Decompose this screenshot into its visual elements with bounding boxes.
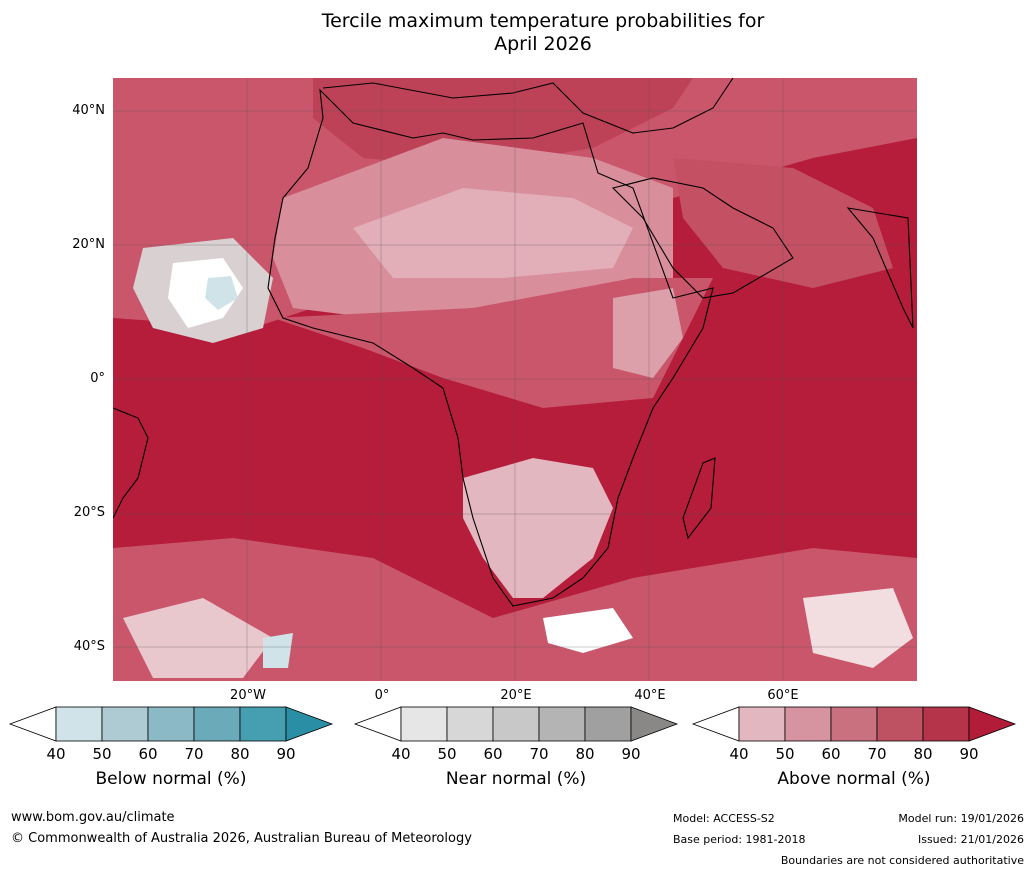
legend-near-normal: 40 50 60 70 80 90 Near normal (%) bbox=[353, 705, 679, 795]
southern-ocean-patch-1 bbox=[123, 598, 273, 678]
arabia-coastline bbox=[611, 177, 794, 299]
footer-model: Model: ACCESS-S2 bbox=[673, 812, 775, 825]
lat-label-40n: 40°N bbox=[72, 103, 105, 118]
horn-africa-zone bbox=[613, 288, 683, 378]
legend-above-caption: Above normal (%) bbox=[777, 769, 931, 789]
lon-label-60e: 60°E bbox=[767, 688, 799, 703]
west-africa-white-patch bbox=[168, 258, 243, 328]
south-america-coastline bbox=[113, 407, 149, 519]
graticule bbox=[113, 78, 917, 681]
colorbar-extend-high bbox=[968, 706, 1017, 742]
legend-above-normal: 40 50 60 70 80 90 Above normal (%) bbox=[691, 705, 1017, 795]
title-line-1: Tercile maximum temperature probabilitie… bbox=[321, 10, 765, 32]
central-africa-zone bbox=[273, 278, 713, 408]
probability-map bbox=[113, 78, 917, 681]
colorbar-extend-low bbox=[353, 706, 402, 742]
southern-ocean-patch-3 bbox=[803, 588, 913, 668]
colorbar-block bbox=[193, 706, 241, 742]
footer-website[interactable]: www.bom.gov.au/climate bbox=[11, 810, 175, 825]
colorbar-block bbox=[147, 706, 195, 742]
colorbar-block bbox=[400, 706, 448, 742]
chart-title: Tercile maximum temperature probabilitie… bbox=[0, 10, 1035, 56]
colorbar-above: 40 50 60 70 80 90 bbox=[691, 706, 1017, 763]
colorbar-tick-label: 50 bbox=[775, 745, 794, 763]
footer-base-period: Base period: 1981-2018 bbox=[673, 833, 806, 846]
colorbar-tick-label: 50 bbox=[437, 745, 456, 763]
colorbar-block bbox=[784, 706, 832, 742]
colorbar-tick-label: 40 bbox=[46, 745, 65, 763]
lat-label-0: 0° bbox=[90, 371, 105, 386]
lat-label-40s: 40°S bbox=[73, 639, 105, 654]
lat-label-20n: 20°N bbox=[72, 237, 105, 252]
colorbar-block bbox=[584, 706, 632, 742]
colorbar-block bbox=[922, 706, 970, 742]
colorbar-block bbox=[876, 706, 924, 742]
colorbar-tick-label: 40 bbox=[729, 745, 748, 763]
colorbar-extend-low bbox=[8, 706, 57, 742]
colorbar-extend-low bbox=[691, 706, 740, 742]
colorbar-extend-high bbox=[285, 706, 334, 742]
lon-label-40e: 40°E bbox=[634, 688, 666, 703]
colorbar-tick-label: 60 bbox=[483, 745, 502, 763]
colorbar-below: 40 50 60 70 80 90 bbox=[8, 706, 334, 763]
africa-coastline bbox=[267, 88, 714, 607]
colorbar-extend-high bbox=[630, 706, 679, 742]
india-coastline bbox=[846, 207, 914, 329]
footer-model-run: Model run: 19/01/2026 bbox=[898, 812, 1024, 825]
southern-ocean-patch-2 bbox=[543, 608, 633, 653]
colorbar-tick-label: 80 bbox=[230, 745, 249, 763]
madagascar-coastline bbox=[682, 457, 716, 540]
colorbar-tick-label: 90 bbox=[621, 745, 640, 763]
colorbar-tick-label: 90 bbox=[276, 745, 295, 763]
lon-label-20e: 20°E bbox=[500, 688, 532, 703]
lat-label-20s: 20°S bbox=[73, 505, 105, 520]
colorbar-block bbox=[239, 706, 287, 742]
legend-near-caption: Near normal (%) bbox=[445, 769, 587, 789]
legend-below-normal: 40 50 60 70 80 90 Below normal (%) bbox=[8, 705, 334, 795]
colorbar-block bbox=[830, 706, 878, 742]
colorbar-tick-label: 40 bbox=[391, 745, 410, 763]
colorbar-block bbox=[446, 706, 494, 742]
colorbar-tick-label: 60 bbox=[821, 745, 840, 763]
southern-ocean-patch-4 bbox=[263, 633, 293, 668]
lon-label-20w: 20°W bbox=[230, 688, 266, 703]
colorbar-block bbox=[101, 706, 149, 742]
map-canvas bbox=[113, 78, 917, 681]
colorbar-near: 40 50 60 70 80 90 bbox=[353, 706, 679, 763]
colorbar-block bbox=[492, 706, 540, 742]
footer-copyright: © Commonwealth of Australia 2026, Austra… bbox=[11, 831, 472, 846]
colorbar-tick-label: 80 bbox=[913, 745, 932, 763]
colorbar-tick-label: 80 bbox=[575, 745, 594, 763]
colorbar-tick-label: 70 bbox=[867, 745, 886, 763]
sahara-core bbox=[353, 188, 633, 278]
footer-issued: Issued: 21/01/2026 bbox=[917, 833, 1024, 846]
mediterranean-zone bbox=[313, 78, 693, 168]
colorbar-tick-label: 50 bbox=[92, 745, 111, 763]
lon-label-0: 0° bbox=[374, 688, 390, 703]
title-line-2: April 2026 bbox=[494, 33, 592, 55]
colorbar-tick-label: 70 bbox=[184, 745, 203, 763]
colorbar-tick-label: 60 bbox=[138, 745, 157, 763]
colorbar-block bbox=[738, 706, 786, 742]
colorbar-tick-label: 90 bbox=[959, 745, 978, 763]
coastlines bbox=[113, 78, 914, 607]
colorbar-block bbox=[538, 706, 586, 742]
footer-disclaimer: Boundaries are not considered authoritat… bbox=[780, 854, 1024, 867]
southern-africa-zone bbox=[463, 458, 613, 598]
europe-coastline bbox=[322, 78, 734, 134]
southern-ocean-zone bbox=[113, 538, 917, 681]
legend-below-caption: Below normal (%) bbox=[95, 769, 247, 789]
west-africa-blue-patch bbox=[205, 276, 238, 310]
colorbar-block bbox=[55, 706, 103, 742]
colorbar-tick-label: 70 bbox=[529, 745, 548, 763]
